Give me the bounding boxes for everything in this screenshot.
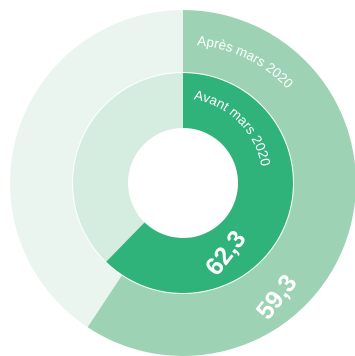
inner-ring-remainder-segment	[73, 73, 183, 262]
outer-ring-remainder-segment	[9, 10, 184, 328]
outer-ring-value-segment	[87, 10, 355, 356]
inner-ring-value-segment	[106, 73, 294, 293]
